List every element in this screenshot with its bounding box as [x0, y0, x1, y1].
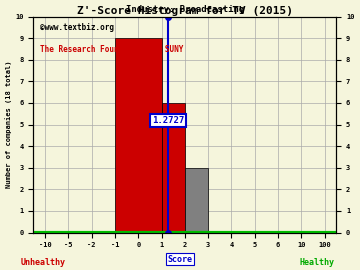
Text: The Research Foundation of SUNY: The Research Foundation of SUNY [40, 45, 183, 54]
Text: Score: Score [167, 255, 193, 264]
Bar [162, 103, 185, 232]
Text: 1.2727: 1.2727 [152, 116, 184, 125]
Bar [115, 38, 162, 232]
Text: Unhealthy: Unhealthy [21, 258, 66, 267]
Text: ©www.textbiz.org: ©www.textbiz.org [40, 23, 113, 32]
Text: Industry: Broadcasting: Industry: Broadcasting [126, 5, 244, 15]
Bar [185, 168, 208, 232]
Text: Healthy: Healthy [299, 258, 334, 267]
Y-axis label: Number of companies (18 total): Number of companies (18 total) [5, 61, 13, 188]
Title: Z'-Score Histogram for TV (2015): Z'-Score Histogram for TV (2015) [77, 6, 293, 16]
